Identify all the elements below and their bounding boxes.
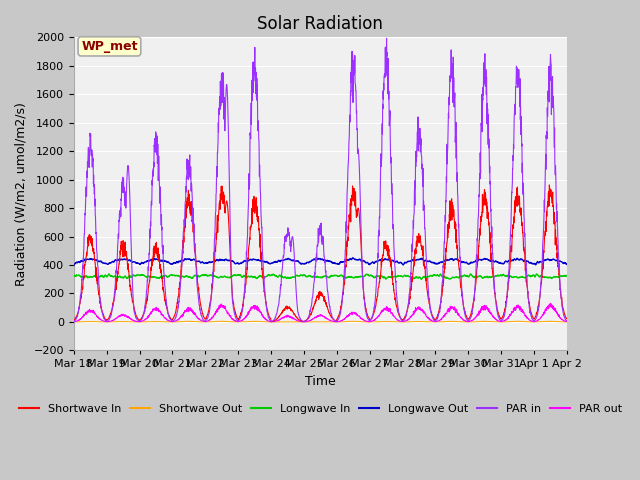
Title: Solar Radiation: Solar Radiation — [257, 15, 383, 33]
X-axis label: Time: Time — [305, 375, 336, 388]
Legend: Shortwave In, Shortwave Out, Longwave In, Longwave Out, PAR in, PAR out: Shortwave In, Shortwave Out, Longwave In… — [14, 400, 627, 419]
Y-axis label: Radiation (W/m2, umol/m2/s): Radiation (W/m2, umol/m2/s) — [15, 102, 28, 286]
Text: WP_met: WP_met — [81, 40, 138, 53]
